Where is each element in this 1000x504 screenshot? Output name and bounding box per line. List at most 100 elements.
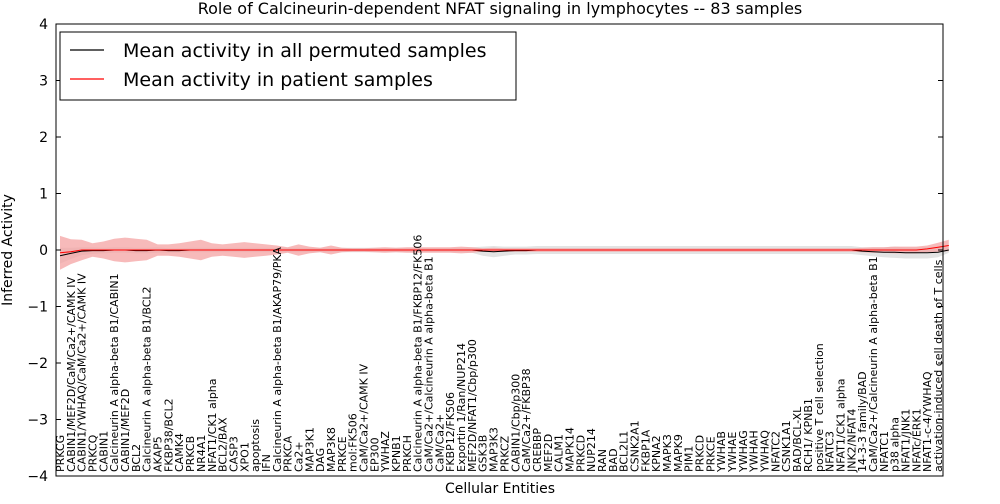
x-tick-label: CaM/Ca2+/FKBP38 — [520, 368, 533, 472]
x-tick-label: GSK3B — [477, 435, 490, 472]
x-tick-label: PRKCA — [282, 435, 295, 472]
x-tick-label: PRKCD — [574, 435, 587, 472]
x-tick-label: p38 alpha — [889, 417, 902, 472]
x-tick-label: MEF2D — [542, 434, 555, 472]
x-tick-label: YWHAZ — [379, 431, 392, 473]
x-tick-label: Calcineurin A alpha-beta B1/AKAP79/PKA — [271, 247, 284, 472]
legend-box — [59, 31, 517, 101]
x-tick-label: CaM/Ca2+ — [433, 414, 446, 472]
x-tick-label: MAPK14 — [564, 427, 577, 472]
x-tick-label: IFN — [260, 454, 273, 472]
x-tick-label: Calcineurin A alpha-beta B1/CABIN1 — [108, 273, 121, 472]
x-tick-label: PIM1 — [683, 446, 696, 472]
x-tick-label: NFAT1-c-4/YWHAQ — [921, 371, 934, 472]
x-tick-label: Calcineurin A alpha-beta B1/FKBP12/FK506 — [412, 235, 425, 472]
x-tick-label: CABIN1 — [97, 431, 110, 472]
x-tick-label: BAD — [607, 448, 620, 472]
x-tick-label: NUP214 — [585, 428, 598, 472]
x-tick-label: BCL2 — [130, 444, 143, 472]
x-tick-label: FKBP38/BCL2 — [162, 398, 175, 472]
x-tick-label: FKBP12/FK506 — [444, 392, 457, 472]
x-tick-label: YWHAQ — [759, 430, 772, 473]
x-tick-label: MAPK3 — [661, 434, 674, 472]
patient-series-line — [59, 245, 949, 254]
x-tick-label: YWHAE — [726, 432, 739, 473]
x-tick-label: CABIN1/Cbp/p300 — [509, 374, 522, 472]
x-tick-label: MEF2D/NFAT1/Cbp/p300 — [466, 339, 479, 472]
legend: Mean activity in all permuted samples Me… — [59, 31, 517, 101]
x-tick-label: EP300 — [368, 437, 381, 472]
y-tick-label: 3 — [39, 74, 48, 90]
x-tick-label: JNK2/NFAT4 — [845, 409, 858, 473]
x-tick-label: CSNK2A1 — [629, 420, 642, 472]
confidence-bands — [60, 235, 949, 270]
x-tick-label: CREBBP — [531, 428, 544, 472]
x-tick-label: DAG — [314, 448, 327, 472]
x-tick-label: AKAP5 — [152, 436, 165, 472]
legend-label-patient: Mean activity in patient samples — [123, 69, 433, 91]
y-tick-label: 4 — [39, 17, 48, 33]
y-ticks: −4 −3 −2 −1 0 1 2 3 4 — [27, 17, 943, 485]
legend-label-permuted: Mean activity in all permuted samples — [123, 40, 486, 62]
x-tick-label: Ca2+ — [293, 441, 306, 472]
x-tick-label: PRKCD — [694, 435, 707, 472]
y-tick-label: 2 — [39, 130, 48, 146]
x-tick-label: CABIN1/YWHAQ/CaM/Ca2+/CAMK IV — [76, 273, 89, 472]
x-tick-label: MAPK9 — [672, 434, 685, 472]
x-tick-label: NFAT1/CK1 alpha — [206, 378, 219, 472]
x-tick-label: CaM/Ca2+/Calcineurin A alpha-beta B1 — [867, 256, 880, 472]
x-tick-label: NFATC3 — [824, 431, 837, 472]
x-tick-label: CABIN1/MEF2D — [119, 389, 132, 472]
x-tick-label: NFAT1/JNK1 — [900, 409, 913, 472]
x-tick-label: KPNA2 — [650, 435, 663, 472]
x-tick-label: MAP3K8 — [325, 427, 338, 472]
x-tick-label: RCH1/ KPNB1 — [802, 398, 815, 472]
x-tick-label: PRKCE — [336, 436, 349, 472]
y-tick-label: −3 — [27, 413, 48, 429]
x-tick-label: BAD/BCL-XL — [791, 406, 804, 472]
x-tick-label: NFATc/ERK1 — [910, 408, 923, 472]
x-tick-label: PRKCH — [401, 435, 414, 472]
x-tick-label: NFATC2 — [769, 431, 782, 472]
x-tick-label: PRKCZ — [498, 435, 511, 472]
x-tick-label: NR4A1 — [195, 435, 208, 472]
y-axis-label: Inferred Activity — [0, 194, 16, 306]
x-tick-label: 14-3-3 family/BAD — [856, 371, 869, 472]
x-tick-label: BCL2L1 — [618, 431, 631, 472]
y-tick-label: 0 — [39, 243, 48, 259]
x-tick-label: CAMK4 — [173, 433, 186, 472]
x-tick-label: CaM/Ca2+/CAMK IV — [358, 363, 371, 472]
x-tick-label: BCL2/BAX — [217, 417, 230, 472]
x-tick-label: PRKCG — [54, 435, 67, 472]
x-tick-label: CSNK1A1 — [780, 420, 793, 472]
x-tick-label: positive T cell selection — [813, 343, 826, 472]
x-tick-label: YWHAG — [737, 430, 750, 473]
x-tick-label: CaM/Ca2+/Calcineurin A alpha-beta B1 — [423, 256, 436, 472]
x-tick-label: NFAT1/CK1 alpha — [834, 378, 847, 472]
x-tick-label: Exportin 1/Ran/NUP214 — [455, 343, 468, 472]
x-tick-label: FKBP1A — [639, 429, 652, 472]
x-tick-label: apoptosis — [249, 419, 262, 472]
x-tick-label: activation-induced cell death of T cells — [932, 259, 945, 472]
x-tick-label: RAN — [596, 449, 609, 472]
x-tick-label: KPNB1 — [390, 435, 403, 472]
x-tick-label: Calcineurin A alpha-beta B1/BCL2 — [141, 286, 154, 472]
x-tick-label: YWHAH — [748, 430, 761, 473]
y-tick-label: −2 — [27, 356, 48, 372]
x-tick-label: MAP3K1 — [303, 427, 316, 472]
plot-frame — [55, 23, 944, 477]
y-tick-label: −4 — [27, 469, 48, 485]
x-tick-label: CABIN1/MEF2D/CaM/Ca2+/CAMK IV — [65, 277, 78, 472]
x-axis-label: Cellular Entities — [445, 481, 555, 497]
x-tick-label: CASP3 — [227, 436, 240, 472]
x-tick-label: mol:FK506 — [347, 413, 360, 472]
x-tick-label: NFATC1 — [878, 431, 891, 472]
y-tick-label: −1 — [27, 300, 48, 316]
x-tick-label: PRKCQ — [87, 434, 100, 472]
patient-band — [60, 235, 949, 270]
x-tick-label: PRKCE — [704, 436, 717, 472]
x-tick-label: CALM1 — [553, 434, 566, 472]
